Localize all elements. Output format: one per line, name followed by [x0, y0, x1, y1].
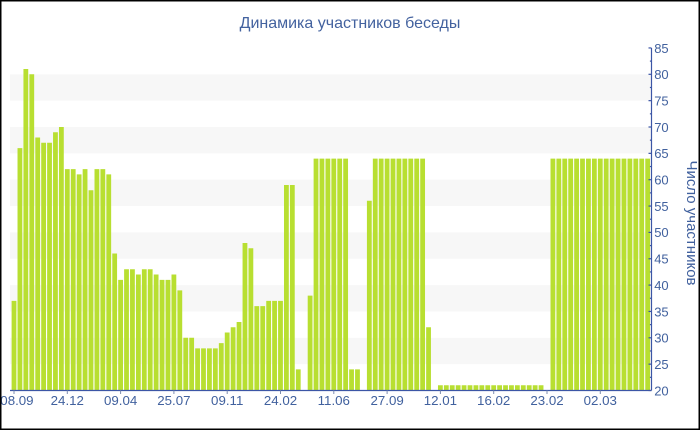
svg-text:55: 55 [654, 199, 668, 214]
svg-text:35: 35 [654, 304, 668, 319]
svg-text:16.02: 16.02 [477, 393, 510, 408]
svg-text:40: 40 [654, 278, 668, 293]
svg-text:60: 60 [654, 173, 668, 188]
svg-text:02.03: 02.03 [584, 393, 617, 408]
svg-text:08.09: 08.09 [0, 393, 33, 408]
svg-text:11.06: 11.06 [318, 393, 350, 408]
svg-text:65: 65 [654, 146, 668, 161]
svg-text:45: 45 [654, 252, 668, 267]
svg-text:09.11: 09.11 [211, 393, 243, 408]
svg-text:09.04: 09.04 [104, 393, 137, 408]
svg-text:70: 70 [654, 120, 668, 135]
svg-text:20: 20 [654, 383, 668, 398]
svg-text:25: 25 [654, 357, 668, 372]
svg-text:24.02: 24.02 [264, 393, 297, 408]
svg-text:85: 85 [654, 41, 668, 56]
svg-text:30: 30 [654, 331, 668, 346]
svg-text:23.02: 23.02 [530, 393, 563, 408]
svg-text:50: 50 [654, 225, 668, 240]
svg-text:24.12: 24.12 [51, 393, 84, 408]
svg-text:75: 75 [654, 93, 668, 108]
svg-text:12.01: 12.01 [424, 393, 457, 408]
svg-text:Число участников: Число участников [683, 160, 700, 285]
svg-text:25.07: 25.07 [157, 393, 190, 408]
svg-text:27.09: 27.09 [370, 393, 403, 408]
svg-text:Динамика участников беседы: Динамика участников беседы [240, 15, 461, 32]
svg-text:80: 80 [654, 67, 668, 82]
